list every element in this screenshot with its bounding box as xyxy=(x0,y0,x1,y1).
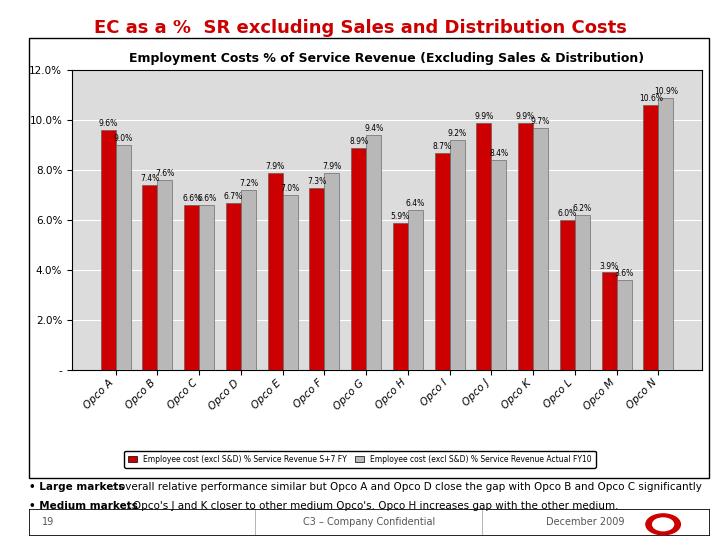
Text: 7.0%: 7.0% xyxy=(281,184,300,193)
Bar xyxy=(101,130,116,370)
Text: C3 – Company Confidential: C3 – Company Confidential xyxy=(303,517,435,526)
Bar xyxy=(602,273,616,370)
Bar xyxy=(143,185,158,370)
Text: 9.7%: 9.7% xyxy=(531,117,550,126)
Text: 5.9%: 5.9% xyxy=(391,212,410,221)
Text: 6.7%: 6.7% xyxy=(224,192,243,201)
Title: Employment Costs % of Service Revenue (Excluding Sales & Distribution): Employment Costs % of Service Revenue (E… xyxy=(130,52,644,65)
Text: December 2009: December 2009 xyxy=(546,517,624,526)
Text: EC as a %  SR excluding Sales and Distribution Costs: EC as a % SR excluding Sales and Distrib… xyxy=(94,19,626,37)
Bar xyxy=(226,202,241,370)
Text: 10.6%: 10.6% xyxy=(639,94,663,104)
Legend: Employee cost (excl S&D) % Service Revenue S+7 FY, Employee cost (excl S&D) % Se: Employee cost (excl S&D) % Service Reven… xyxy=(125,451,595,468)
Text: 9.9%: 9.9% xyxy=(474,112,493,121)
Text: 6.0%: 6.0% xyxy=(558,210,577,218)
Text: 9.9%: 9.9% xyxy=(516,112,535,121)
Bar xyxy=(325,173,339,370)
Bar xyxy=(268,173,283,370)
Text: 9.2%: 9.2% xyxy=(448,130,467,138)
Text: • Large markets: • Large markets xyxy=(29,482,125,492)
Text: 6.6%: 6.6% xyxy=(197,194,216,204)
Text: 10.9%: 10.9% xyxy=(654,87,678,96)
Bar xyxy=(408,210,423,370)
Text: 6.4%: 6.4% xyxy=(406,199,425,208)
Bar xyxy=(241,190,256,370)
Circle shape xyxy=(652,518,674,531)
Text: 7.3%: 7.3% xyxy=(307,177,326,186)
Text: 6.2%: 6.2% xyxy=(573,204,592,213)
Bar xyxy=(116,145,131,370)
Text: 8.7%: 8.7% xyxy=(433,142,451,151)
Text: 19: 19 xyxy=(42,517,55,526)
Text: 7.6%: 7.6% xyxy=(156,170,174,178)
Bar xyxy=(393,222,408,370)
Bar xyxy=(518,123,533,370)
Text: 3.9%: 3.9% xyxy=(600,262,618,271)
Bar xyxy=(643,105,658,370)
Text: 7.4%: 7.4% xyxy=(140,174,160,184)
Text: 7.9%: 7.9% xyxy=(266,162,284,171)
Text: : Opco's J and K closer to other medium Opco's. Opco H increases gap with the ot: : Opco's J and K closer to other medium … xyxy=(126,501,618,511)
Text: 8.9%: 8.9% xyxy=(349,137,368,146)
Text: 9.0%: 9.0% xyxy=(114,134,132,144)
Text: 7.2%: 7.2% xyxy=(239,179,258,188)
Bar xyxy=(435,153,449,370)
Text: 3.6%: 3.6% xyxy=(614,269,634,278)
Bar xyxy=(351,147,366,370)
Bar xyxy=(310,187,325,370)
Text: 6.6%: 6.6% xyxy=(182,194,202,204)
Bar xyxy=(575,215,590,370)
Text: 8.4%: 8.4% xyxy=(490,150,508,158)
Bar xyxy=(616,280,631,370)
Text: • Medium markets: • Medium markets xyxy=(29,501,138,511)
Bar xyxy=(491,160,506,370)
Bar xyxy=(184,205,199,370)
Text: 9.6%: 9.6% xyxy=(99,119,118,129)
Text: 9.4%: 9.4% xyxy=(364,124,383,133)
Bar xyxy=(283,195,297,370)
Text: 7.9%: 7.9% xyxy=(323,162,341,171)
Bar xyxy=(658,98,673,370)
Bar xyxy=(199,205,214,370)
Circle shape xyxy=(646,514,680,535)
Bar xyxy=(477,123,491,370)
Bar xyxy=(158,180,172,370)
Bar xyxy=(366,135,381,370)
Bar xyxy=(533,127,548,370)
Bar xyxy=(560,220,575,370)
Text: : overall relative performance similar but Opco A and Opco D close the gap with : : overall relative performance similar b… xyxy=(112,482,701,492)
Bar xyxy=(449,140,464,370)
